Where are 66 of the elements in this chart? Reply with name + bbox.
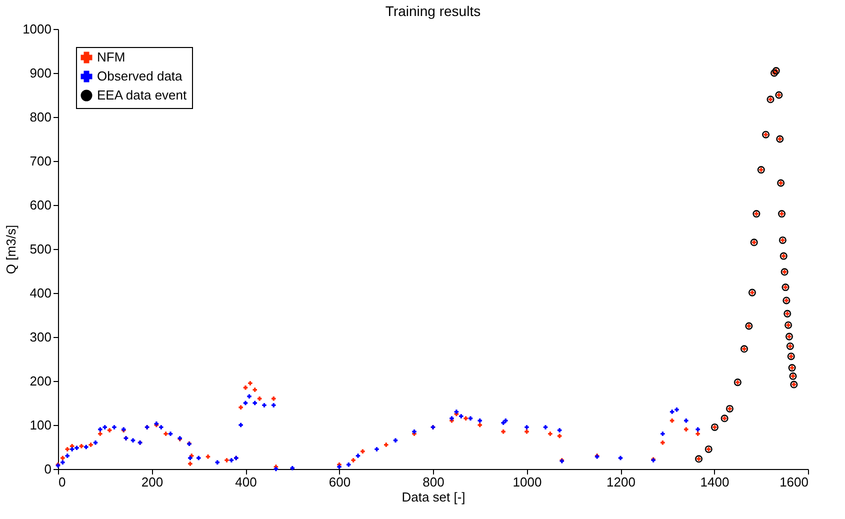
point bbox=[84, 444, 88, 450]
point bbox=[238, 422, 243, 428]
point bbox=[674, 407, 679, 412]
point bbox=[393, 438, 398, 443]
y-tick-label: 400 bbox=[30, 286, 52, 300]
y-tick-label: 100 bbox=[30, 418, 52, 432]
point bbox=[374, 447, 379, 452]
point bbox=[454, 410, 459, 414]
point bbox=[98, 427, 102, 432]
point bbox=[60, 460, 65, 465]
point bbox=[65, 454, 70, 458]
y-tick-label: 0 bbox=[44, 462, 52, 476]
x-axis-title: Data set [-] bbox=[402, 490, 466, 504]
point bbox=[168, 432, 173, 436]
y-tick-label: 600 bbox=[30, 198, 52, 212]
x-tick-label: 1200 bbox=[606, 474, 636, 490]
point bbox=[501, 420, 506, 425]
point bbox=[412, 429, 416, 434]
y-tick-label: 300 bbox=[30, 330, 52, 344]
point bbox=[557, 428, 562, 432]
y-tick-label: 700 bbox=[30, 154, 52, 168]
x-tick-label: 0 bbox=[58, 474, 66, 490]
y-tick-label: 800 bbox=[30, 110, 52, 124]
point bbox=[459, 414, 464, 418]
x-tick-label: 200 bbox=[141, 474, 164, 490]
y-tick-label: 900 bbox=[30, 66, 52, 80]
y-tick-label: 1000 bbox=[22, 22, 52, 36]
point bbox=[102, 425, 107, 430]
point bbox=[337, 464, 342, 469]
point bbox=[159, 425, 164, 430]
x-tick-label: 1600 bbox=[780, 474, 808, 490]
point bbox=[247, 394, 252, 399]
point bbox=[543, 425, 548, 430]
point bbox=[274, 466, 278, 472]
x-tick-label: 1400 bbox=[700, 474, 730, 490]
y-tick-label: 500 bbox=[30, 242, 52, 256]
point bbox=[112, 425, 116, 430]
point bbox=[188, 456, 192, 460]
legend-label: NFM bbox=[97, 50, 126, 64]
x-tick-label: 600 bbox=[328, 474, 351, 490]
x-tick-label: 1000 bbox=[512, 474, 542, 490]
point bbox=[696, 427, 700, 432]
point bbox=[356, 454, 360, 458]
point bbox=[229, 458, 234, 462]
y-axis-title: Q [m3/s] bbox=[4, 224, 19, 274]
point bbox=[70, 447, 74, 452]
chart-title: Training results bbox=[385, 3, 481, 19]
point bbox=[670, 410, 674, 414]
point bbox=[504, 418, 508, 423]
point bbox=[468, 416, 473, 421]
point bbox=[196, 456, 201, 460]
point bbox=[272, 403, 276, 408]
point bbox=[130, 438, 136, 443]
y-tick-label: 200 bbox=[30, 374, 52, 388]
point bbox=[524, 425, 529, 430]
point bbox=[252, 400, 257, 406]
point bbox=[74, 446, 79, 450]
point bbox=[262, 403, 266, 408]
x-tick-label: 800 bbox=[422, 474, 444, 490]
point bbox=[618, 456, 623, 460]
point bbox=[660, 432, 665, 436]
point bbox=[243, 400, 248, 406]
legend-label: EEA data event bbox=[97, 88, 188, 102]
point bbox=[93, 440, 98, 445]
legend-label: Observed data bbox=[97, 68, 184, 84]
x-tick-label: 400 bbox=[235, 474, 257, 490]
